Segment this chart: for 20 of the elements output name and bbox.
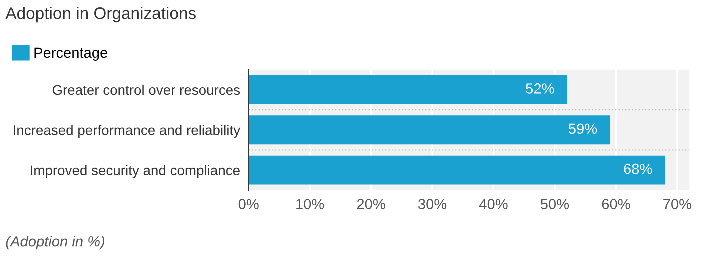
x-tick-label: 40% [479,199,508,210]
bar [248,116,610,145]
x-tick-label: 10% [296,199,324,210]
x-tick-label: 70% [664,199,692,210]
legend-label: Percentage [34,48,108,61]
y-tick-label: Increased performance and reliability [14,125,241,138]
x-tick-label: 20% [357,199,386,210]
x-tick-label: 30% [418,199,447,210]
text: Adoption in Organizations [6,7,196,23]
x-tick-label: 0% [238,199,259,210]
y-tick-label: Greater control over resources [52,84,240,96]
x-tick-label: 50% [540,199,570,210]
bar [248,156,666,185]
text: (Adoption in %) [6,236,105,250]
data-label: 59% [568,124,598,134]
x-tick-label: 60% [602,199,630,210]
bar [248,75,568,104]
y-tick-label: Improved security and compliance [31,165,240,178]
data-label: 68% [624,164,652,174]
data-label: 52% [526,84,554,94]
